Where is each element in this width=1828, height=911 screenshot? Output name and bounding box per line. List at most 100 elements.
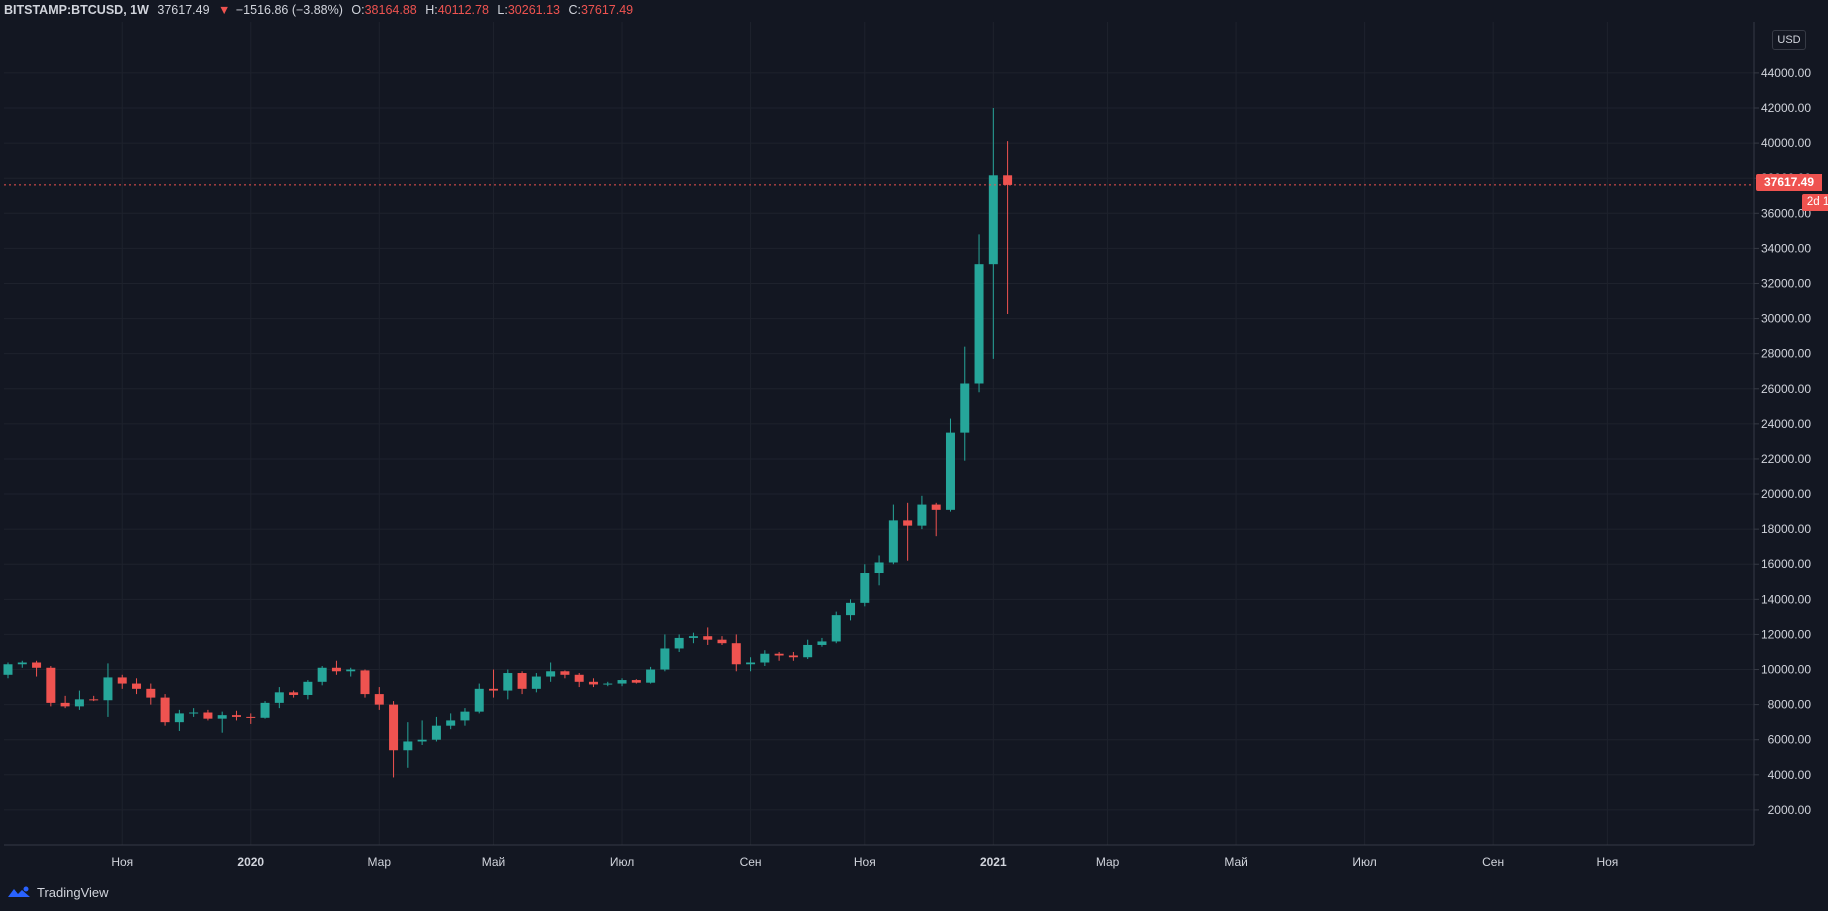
y-tick-label: 14000.00 xyxy=(1761,592,1811,606)
candle-body xyxy=(331,667,341,672)
y-tick-label: 26000.00 xyxy=(1761,382,1811,396)
candle-body xyxy=(303,681,313,695)
candles xyxy=(3,108,1013,778)
close-label: C: xyxy=(568,3,581,17)
candle-body xyxy=(346,669,356,672)
tradingview-logo-icon xyxy=(8,886,30,897)
x-tick-label: Май xyxy=(482,855,506,869)
y-tick-label: 42000.00 xyxy=(1761,101,1811,115)
candle-body xyxy=(417,739,427,742)
candle-body xyxy=(603,683,613,685)
high-label: H: xyxy=(425,3,438,17)
candle-body xyxy=(46,667,56,703)
current-price-label: 37617.49 xyxy=(1756,174,1822,191)
candle-body xyxy=(931,504,941,510)
candle-body xyxy=(517,673,527,689)
low-value: 30261.13 xyxy=(507,3,560,17)
y-tick-label: 36000.00 xyxy=(1761,206,1811,220)
low-label: L: xyxy=(497,3,508,17)
y-tick-label: 28000.00 xyxy=(1761,347,1811,361)
candle-body xyxy=(945,432,955,510)
candle-body xyxy=(717,639,727,644)
candle-body xyxy=(446,720,456,726)
candle-body xyxy=(817,641,827,645)
candle-body xyxy=(389,704,399,751)
candle-body xyxy=(246,716,256,718)
candle-body xyxy=(146,688,156,698)
candle-body xyxy=(831,615,841,642)
candle-body xyxy=(560,671,570,675)
candle-body xyxy=(403,741,413,751)
y-tick-label: 22000.00 xyxy=(1761,452,1811,466)
candle-body xyxy=(203,712,213,719)
candle-body xyxy=(788,655,798,658)
candle-body xyxy=(688,636,698,638)
x-tick-label: Сен xyxy=(1482,855,1504,869)
candle-body xyxy=(189,712,199,714)
y-tick-label: 10000.00 xyxy=(1761,663,1811,677)
candle-body xyxy=(503,673,513,691)
candle-body xyxy=(960,383,970,433)
x-tick-label: Сен xyxy=(740,855,762,869)
symbol-label[interactable]: BITSTAMP:BTCUSD, 1W xyxy=(4,3,149,17)
candle-body xyxy=(460,711,470,721)
candle-body xyxy=(32,662,42,668)
candle-body xyxy=(531,676,541,689)
currency-badge[interactable]: USD xyxy=(1772,30,1806,50)
candle-body xyxy=(617,680,627,684)
candle-body xyxy=(74,699,84,707)
bar-countdown-label: 2d 11h xyxy=(1802,194,1828,211)
y-tick-label: 8000.00 xyxy=(1768,698,1812,712)
high-value: 40112.78 xyxy=(437,3,489,17)
candle-body xyxy=(860,573,870,603)
candle-body xyxy=(431,725,441,740)
candle-body xyxy=(260,702,270,718)
y-tick-label: 16000.00 xyxy=(1761,557,1811,571)
symbol-legend: BITSTAMP:BTCUSD, 1W 37617.49 ▼ −1516.86 … xyxy=(4,0,638,20)
candle-body xyxy=(888,520,898,563)
open-value: 38164.88 xyxy=(364,3,417,17)
y-tick-label: 2000.00 xyxy=(1768,803,1812,817)
candle-body xyxy=(674,637,684,649)
candle-body xyxy=(174,713,184,723)
candle-body xyxy=(917,504,927,526)
close-value: 37617.49 xyxy=(580,3,634,17)
y-tick-label: 40000.00 xyxy=(1761,136,1811,150)
candle-body xyxy=(289,692,299,695)
candle-body xyxy=(3,664,13,675)
candle-body xyxy=(231,715,241,717)
y-tick-label: 4000.00 xyxy=(1768,768,1812,782)
candle-body xyxy=(1003,175,1013,185)
axes: 2000.00 4000.00 6000.00 8000.00 10000.00 1200… xyxy=(4,22,1811,869)
down-arrow-icon: ▼ xyxy=(218,3,231,17)
y-tick-label: 6000.00 xyxy=(1768,733,1812,747)
candle-body xyxy=(374,694,384,705)
candle-body xyxy=(588,681,598,685)
candle-body xyxy=(903,520,913,526)
candle-body xyxy=(574,674,584,682)
candle-body xyxy=(132,683,142,689)
candle-body xyxy=(489,688,499,691)
watermark-text: TradingView xyxy=(37,884,109,900)
candle-body xyxy=(988,175,998,265)
candle-body xyxy=(874,562,884,574)
candle-body xyxy=(103,677,113,701)
x-tick-label: Ноя xyxy=(854,855,876,869)
x-tick-label: 2020 xyxy=(237,855,264,869)
candle-body xyxy=(803,644,813,658)
candle-body xyxy=(703,636,713,640)
candle-body xyxy=(160,697,170,723)
x-tick-label: Ноя xyxy=(111,855,133,869)
tradingview-watermark[interactable]: TradingView xyxy=(6,882,109,902)
candle-body xyxy=(846,602,856,616)
x-tick-label: 2021 xyxy=(980,855,1007,869)
price-change: −1516.86 (−3.88%) xyxy=(235,3,343,17)
candle-body xyxy=(274,692,284,703)
candle-body xyxy=(631,680,641,683)
candle-body xyxy=(17,662,27,665)
y-tick-label: 34000.00 xyxy=(1761,241,1811,255)
x-tick-label: Мар xyxy=(1096,855,1120,869)
